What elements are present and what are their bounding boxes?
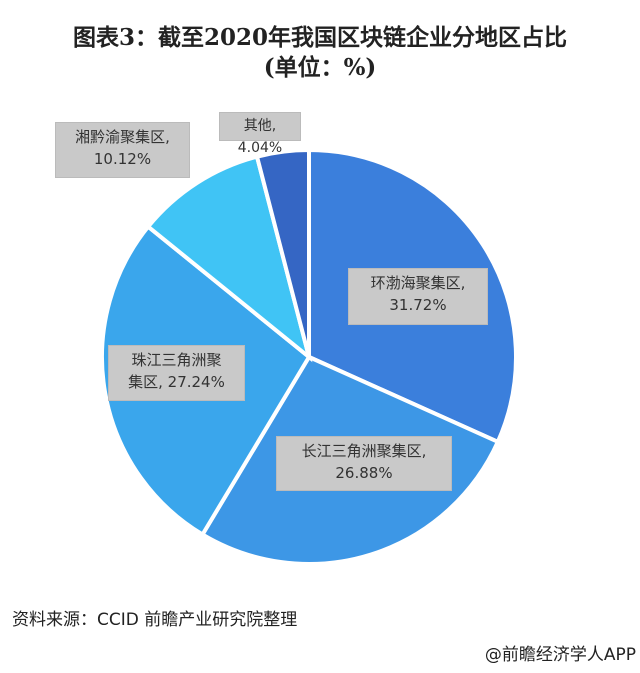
label-other: 其他, 4.04% (219, 112, 301, 156)
chart-title: 图表3：截至2020年我国区块链企业分地区占比 (72, 24, 568, 51)
label-text: 其他, 4.04% (237, 118, 283, 156)
label-huanbohai: 环渤海聚集区, 31.72% (348, 268, 488, 325)
label-value: 26.88% (335, 464, 393, 482)
label-changjiang: 长江三角洲聚集区, 26.88% (276, 436, 452, 491)
label-value: 31.72% (389, 296, 447, 314)
label-zhujiang: 珠江三角洲聚 集区, 27.24% (108, 345, 245, 401)
pie-slice-4 (254, 147, 311, 358)
label-value: 10.12% (93, 150, 152, 168)
label-text: 湘黔渝聚集区, (75, 128, 170, 146)
label-value: 集区, 27.24% (128, 373, 225, 391)
source-note: 资料来源：CCID 前瞻产业研究院整理 (12, 610, 298, 630)
footer-credit: @前瞻经济学人APP (484, 645, 636, 665)
label-text: 长江三角洲聚集区, (301, 442, 427, 460)
chart-subtitle: (单位：%) (263, 54, 377, 81)
label-text: 珠江三角洲聚 (131, 351, 222, 369)
label-text: 环渤海聚集区, (370, 274, 466, 292)
label-xiangqianyu: 湘黔渝聚集区, 10.12% (55, 122, 190, 178)
